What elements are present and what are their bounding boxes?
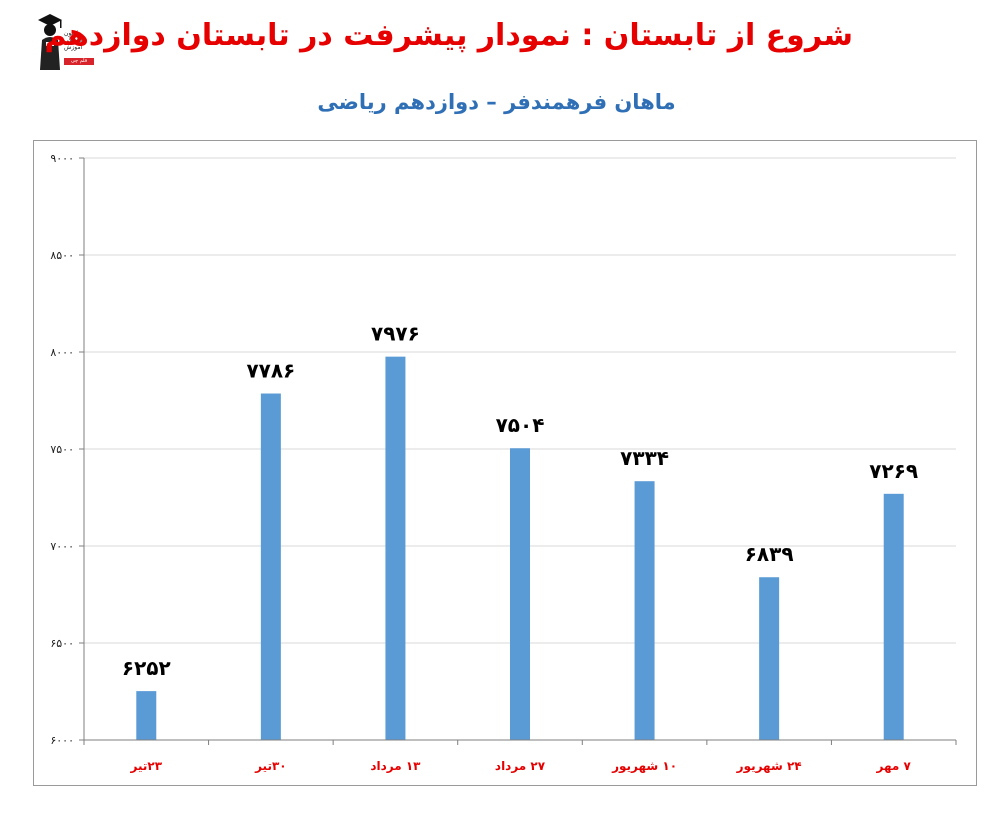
logo: [34, 10, 96, 74]
x-tick-label: ۱۳ مرداد: [370, 759, 421, 773]
y-tick-label: ۷۵۰۰: [50, 443, 74, 456]
page-subtitle: ماهان فرهمندفر – دوازدهم ریاضی: [317, 90, 676, 114]
data-labels: ۶۲۵۲ ۷۷۸۶ ۷۹۷۶ ۷۵۰۴ ۷۳۳۴ ۶۸۳۹ ۷۲۶۹: [122, 322, 918, 680]
bar: [510, 448, 530, 740]
x-tick-label: ۱۰ شهریور: [611, 759, 677, 774]
page-title: شروع از تابستان : نمودار پیشرفت در تابست…: [44, 18, 853, 53]
x-tick-label: ۲۴ شهریور: [736, 759, 802, 774]
x-axis-ticks: ۲۳تیر ۳۰تیر ۱۳ مرداد ۲۷ مرداد ۱۰ شهریور ۲۴ شه…: [83, 740, 957, 774]
data-label: ۷۲۶۹: [869, 459, 918, 483]
y-tick-label: ۷۰۰۰: [50, 540, 74, 553]
y-tick-label: ۸۰۰۰: [50, 346, 74, 359]
y-axis-ticks: ۶۰۰۰ ۶۵۰۰ ۷۰۰۰ ۷۵۰۰ ۸۰۰۰ ۸۵۰۰ ۹۰۰۰: [50, 152, 84, 747]
x-tick-label: ۳۰تیر: [254, 759, 287, 773]
bar: [136, 691, 157, 740]
data-label: ۶۲۵۲: [122, 656, 171, 680]
bar: [759, 577, 780, 740]
chart-frame: [33, 140, 977, 786]
data-label: ۷۵۰۴: [496, 413, 545, 437]
data-label: ۷۷۸۶: [246, 359, 295, 383]
data-label: ۶۸۳۹: [745, 542, 794, 566]
bar: [260, 393, 281, 740]
x-tick-label: ۲۳تیر: [130, 759, 163, 773]
bars: [136, 356, 904, 740]
bar: [883, 493, 904, 740]
logo-badge: قلم چی: [64, 58, 94, 65]
x-tick-label: ۲۷ مرداد: [495, 759, 546, 773]
bar: [634, 481, 655, 740]
data-label: ۷۳۳۴: [620, 446, 669, 470]
logo-text: کانون فرهنگی آموزش: [64, 30, 84, 51]
y-tick-label: ۹۰۰۰: [50, 152, 74, 165]
x-tick-label: ۷ مهر: [876, 759, 912, 773]
y-tick-label: ۶۰۰۰: [50, 734, 74, 747]
y-tick-label: ۶۵۰۰: [50, 637, 74, 650]
y-tick-label: ۸۵۰۰: [50, 249, 74, 262]
bar: [385, 356, 406, 740]
data-label: ۷۹۷۶: [371, 322, 420, 346]
graduate-icon: [38, 14, 62, 70]
